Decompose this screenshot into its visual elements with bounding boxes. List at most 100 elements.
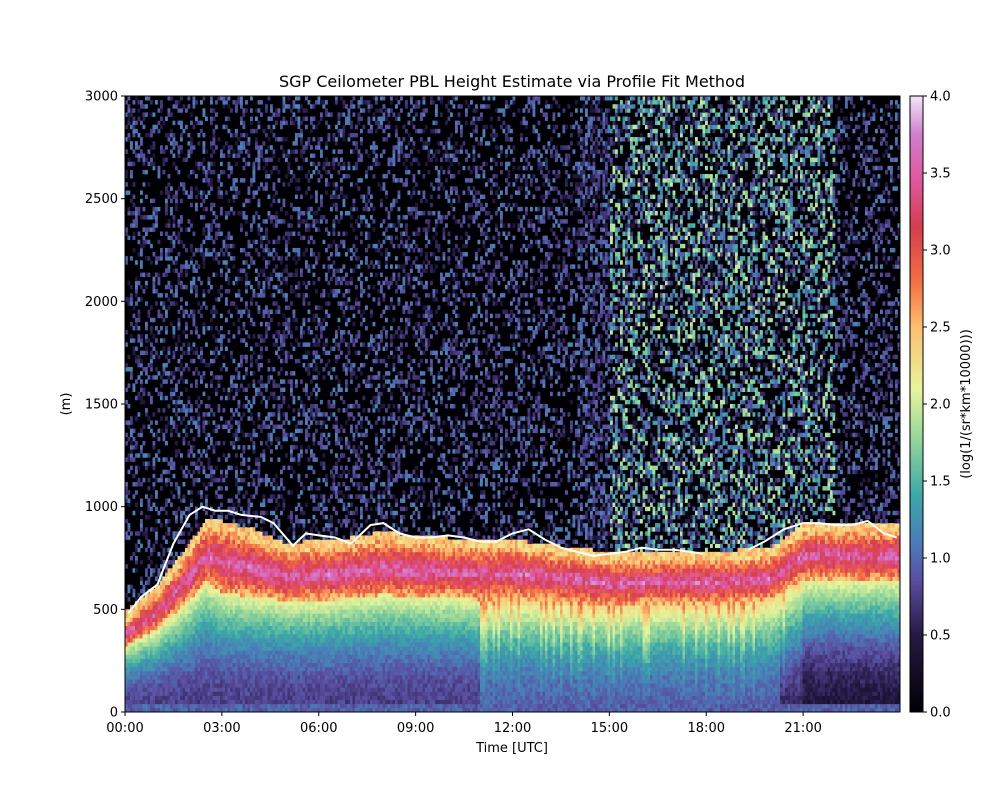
heatmap-cell bbox=[145, 691, 148, 696]
heatmap-cell bbox=[215, 527, 218, 532]
heatmap-cell bbox=[292, 642, 296, 647]
heatmap-cell bbox=[170, 707, 173, 712]
heatmap-cell bbox=[140, 449, 143, 454]
heatmap-cell bbox=[262, 535, 266, 540]
heatmap-cell bbox=[125, 297, 128, 302]
heatmap-cell bbox=[155, 629, 158, 635]
heatmap-cell bbox=[167, 498, 171, 503]
heatmap-cell bbox=[192, 104, 196, 109]
heatmap-cell bbox=[182, 601, 186, 606]
heatmap-cell bbox=[132, 707, 136, 712]
heatmap-cell bbox=[290, 453, 293, 458]
heatmap-cell bbox=[200, 638, 203, 643]
heatmap-cell bbox=[150, 395, 153, 401]
heatmap-cell bbox=[187, 564, 191, 569]
heatmap-cell bbox=[287, 235, 291, 241]
heatmap-cell bbox=[212, 658, 216, 664]
heatmap-cell bbox=[232, 588, 236, 594]
heatmap-cell bbox=[255, 662, 258, 668]
heatmap-cell bbox=[170, 457, 173, 462]
heatmap-cell bbox=[155, 662, 158, 668]
heatmap-cell bbox=[262, 543, 266, 549]
heatmap-cell bbox=[215, 297, 218, 302]
heatmap-cell bbox=[207, 707, 211, 712]
heatmap-cell bbox=[217, 642, 221, 647]
heatmap-cell bbox=[227, 338, 231, 343]
heatmap-cell bbox=[207, 609, 211, 614]
heatmap-cell bbox=[172, 104, 176, 109]
heatmap-cell bbox=[167, 461, 171, 466]
heatmap-cell bbox=[167, 691, 171, 696]
heatmap-cell bbox=[247, 691, 251, 696]
heatmap-cell bbox=[280, 404, 283, 409]
heatmap-cell bbox=[265, 227, 268, 232]
heatmap-cell bbox=[142, 699, 146, 705]
heatmap-cell bbox=[272, 239, 276, 245]
heatmap-cell bbox=[132, 568, 136, 573]
heatmap-cell bbox=[140, 350, 143, 356]
heatmap-cell bbox=[182, 625, 186, 631]
heatmap-cell bbox=[172, 120, 176, 126]
heatmap-cell bbox=[285, 432, 288, 438]
heatmap-cell bbox=[237, 149, 241, 154]
heatmap-cell bbox=[267, 683, 271, 688]
heatmap-cell bbox=[180, 683, 183, 688]
heatmap-cell bbox=[145, 379, 148, 384]
heatmap-cell bbox=[267, 613, 271, 618]
heatmap-cell bbox=[197, 477, 201, 483]
heatmap-cell bbox=[227, 453, 231, 458]
heatmap-cell bbox=[172, 679, 176, 684]
heatmap-cell bbox=[147, 309, 151, 315]
heatmap-cell bbox=[190, 629, 193, 635]
heatmap-cell bbox=[200, 592, 203, 598]
heatmap-cell bbox=[255, 621, 258, 627]
heatmap-cell bbox=[167, 256, 171, 261]
heatmap-cell bbox=[190, 568, 193, 573]
heatmap-cell bbox=[282, 592, 286, 598]
heatmap-cell bbox=[245, 687, 248, 692]
heatmap-cell bbox=[275, 687, 278, 692]
heatmap-cell bbox=[165, 198, 168, 204]
heatmap-cell bbox=[167, 235, 171, 241]
heatmap-cell bbox=[125, 100, 128, 105]
heatmap-cell bbox=[282, 683, 286, 688]
heatmap-cell bbox=[170, 662, 173, 668]
heatmap-cell bbox=[157, 280, 161, 286]
heatmap-cell bbox=[207, 276, 211, 282]
heatmap-cell bbox=[285, 564, 288, 569]
heatmap-cell bbox=[132, 325, 136, 331]
heatmap-cell bbox=[285, 625, 288, 631]
heatmap-cell bbox=[290, 633, 293, 639]
heatmap-cell bbox=[275, 506, 278, 512]
heatmap-cell bbox=[150, 699, 153, 705]
heatmap-cell bbox=[292, 469, 296, 475]
heatmap-cell bbox=[277, 621, 281, 627]
heatmap-cell bbox=[150, 601, 153, 606]
heatmap-cell bbox=[287, 568, 291, 573]
heatmap-cell bbox=[260, 605, 263, 610]
heatmap-cell bbox=[280, 609, 283, 614]
heatmap-cell bbox=[205, 588, 208, 594]
heatmap-cell bbox=[162, 675, 166, 680]
heatmap-cell bbox=[227, 564, 231, 569]
heatmap-cell bbox=[265, 169, 268, 175]
heatmap-cell bbox=[162, 371, 166, 376]
heatmap-cell bbox=[127, 157, 131, 163]
heatmap-cell bbox=[127, 642, 131, 647]
heatmap-cell bbox=[170, 112, 173, 117]
heatmap-cell bbox=[160, 145, 163, 150]
heatmap-cell bbox=[267, 477, 271, 483]
heatmap-cell bbox=[232, 572, 236, 577]
heatmap-cell bbox=[170, 654, 173, 659]
heatmap-cell bbox=[217, 597, 221, 602]
heatmap-cell bbox=[145, 592, 148, 598]
heatmap-cell bbox=[190, 527, 193, 532]
heatmap-cell bbox=[282, 613, 286, 618]
heatmap-cell bbox=[245, 358, 248, 364]
heatmap-cell bbox=[240, 613, 243, 618]
heatmap-cell bbox=[155, 494, 158, 499]
heatmap-cell bbox=[240, 683, 243, 688]
heatmap-cell bbox=[232, 502, 236, 508]
heatmap-cell bbox=[227, 588, 231, 594]
heatmap-cell bbox=[135, 465, 138, 471]
